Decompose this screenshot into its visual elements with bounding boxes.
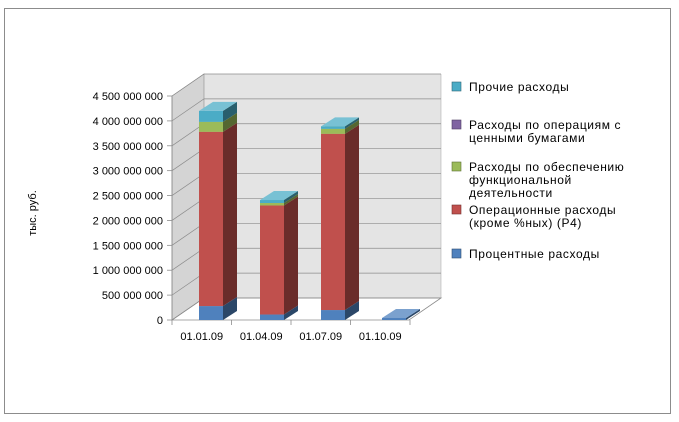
legend-swatch: [451, 81, 462, 92]
bar-front: [199, 306, 223, 320]
bar-side: [345, 124, 359, 311]
x-tick-label: 01.10.09: [359, 331, 402, 343]
x-tick-label: 01.01.09: [180, 331, 223, 343]
bar-top: [199, 101, 237, 111]
bar-side: [223, 122, 237, 307]
bar-segment: [260, 191, 298, 204]
legend-label: Операционные расходы: [469, 203, 616, 217]
legend-swatch: [451, 248, 462, 259]
y-tick-label: 4 000 000 000: [93, 116, 163, 128]
bar-side: [223, 297, 237, 320]
bar-side: [223, 101, 237, 122]
bar-side: [284, 191, 298, 204]
x-axis-ticks: 01.01.09 01.04.09 01.07.09 01.10.09: [171, 320, 411, 343]
bar-front: [321, 310, 345, 320]
bar-side: [284, 194, 298, 206]
bar-front: [321, 133, 345, 311]
bar-side: [223, 112, 237, 132]
bar-front: [382, 318, 406, 320]
legend-label: Процентные расходы: [469, 247, 600, 261]
bar-front: [260, 200, 284, 204]
bar-side: [406, 309, 420, 320]
bar-segment: [321, 117, 359, 129]
bar-top: [321, 117, 359, 127]
bar-front: [321, 126, 345, 129]
bar-segment: [382, 309, 420, 320]
legend-label: (кроме %ных) (Р4): [469, 216, 582, 230]
legend-label: деятельности: [469, 186, 553, 200]
y-tick-label: 1 500 000 000: [93, 240, 163, 252]
bar-front: [260, 203, 284, 206]
legend-swatch: [451, 119, 462, 130]
bar-front: [199, 131, 223, 307]
bar-segment: [199, 122, 237, 307]
bar-side: [284, 305, 298, 320]
y-tick-label: 1 000 000 000: [93, 265, 163, 277]
bar-segment: [321, 124, 359, 311]
bar-front: [321, 128, 345, 134]
y-tick-label: 3 000 000 000: [93, 166, 163, 178]
legend-label: функциональной: [469, 173, 572, 187]
y-tick-label: 3 500 000 000: [93, 141, 163, 153]
legend-label: Прочие расходы: [469, 80, 569, 94]
gridline: [171, 98, 441, 122]
bar-front: [260, 205, 284, 315]
bars: [199, 101, 420, 320]
legend-item: Прочие расходы: [451, 80, 569, 94]
y-tick-label: 0: [157, 315, 163, 327]
y-tick-label: 2 500 000 000: [93, 191, 163, 203]
legend-item: Процентные расходы: [451, 247, 600, 261]
legend-swatch: [451, 204, 462, 215]
y-axis-label: тыс. руб.: [27, 190, 39, 236]
bar-top: [260, 191, 298, 201]
bar-side: [345, 119, 359, 134]
bar-front: [199, 121, 223, 132]
bar-segment: [260, 196, 298, 315]
legend-item: Расходы по обеспечениюфункциональнойдеят…: [451, 160, 624, 200]
x-tick-label: 01.04.09: [240, 331, 283, 343]
bar-front: [260, 314, 284, 320]
x-tick-label: 01.07.09: [299, 331, 342, 343]
y-tick-label: 500 000 000: [102, 290, 163, 302]
bar-side: [345, 117, 359, 129]
legend-label: ценными бумагами: [469, 131, 585, 145]
legend-label: Расходы по обеспечению: [469, 160, 624, 174]
y-tick-label: 2 000 000 000: [93, 215, 163, 227]
y-tick-label: 4 500 000 000: [93, 91, 163, 103]
y-axis-ticks: 0 500 000 000 1 000 000 000 1 500 000 000 2 …: [93, 91, 163, 327]
legend-swatch: [451, 161, 462, 172]
bar-side: [345, 301, 359, 320]
legend-item: Операционные расходы(кроме %ных) (Р4): [451, 203, 616, 230]
gridline: [171, 73, 441, 97]
bar-top: [382, 309, 420, 319]
bar-side: [284, 196, 298, 315]
legend-label: Расходы по операциям с: [469, 118, 621, 132]
bar-front: [199, 110, 223, 122]
legend: Прочие расходы Расходы по операциям сценн…: [451, 80, 624, 261]
bar-segment: [199, 101, 237, 122]
